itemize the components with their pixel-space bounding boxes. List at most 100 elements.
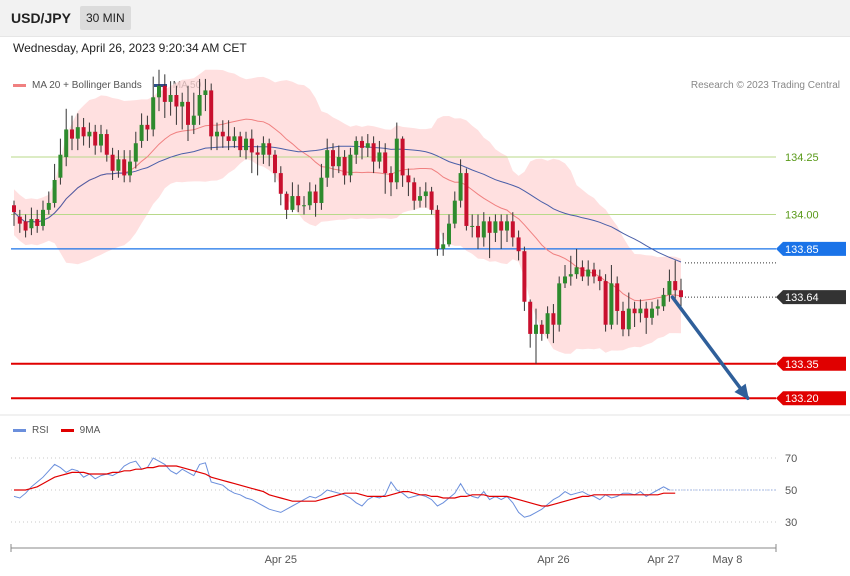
- rsi-tick-label: 50: [785, 485, 797, 497]
- candle-body: [58, 154, 63, 178]
- candle-body: [418, 196, 422, 201]
- rsi-legend-swatch: [13, 429, 26, 432]
- x-tick-label: Apr 27: [647, 554, 679, 566]
- candle-body: [493, 221, 498, 233]
- candle-body: [342, 157, 347, 176]
- candle-body: [383, 152, 388, 174]
- candle-body: [609, 283, 614, 325]
- candle-body: [46, 202, 51, 210]
- candle-body: [545, 313, 550, 334]
- candle-body: [539, 324, 544, 334]
- candle-body: [394, 138, 399, 183]
- candle-body: [557, 283, 562, 325]
- price-tag-bg: [776, 391, 846, 406]
- candle-body: [481, 221, 486, 238]
- candle-body: [406, 175, 411, 183]
- candle-body: [331, 150, 335, 167]
- candle-body: [296, 196, 301, 206]
- candle-body: [574, 267, 579, 275]
- candle-body: [586, 269, 591, 277]
- candle-body: [104, 134, 109, 155]
- candle-body: [12, 205, 16, 213]
- candle-body: [435, 209, 440, 249]
- candle-body: [505, 221, 509, 231]
- candle-body: [52, 179, 57, 203]
- candle-body: [667, 281, 672, 295]
- rsi-tick-label: 30: [785, 517, 797, 529]
- candle-body: [638, 308, 643, 314]
- candle-body: [679, 290, 683, 298]
- candle-body: [313, 191, 318, 203]
- price-tag-bg: [776, 290, 846, 305]
- ma50-legend-swatch: [153, 84, 167, 87]
- rsi-tick-label: 70: [785, 453, 797, 465]
- candle-body: [650, 308, 654, 318]
- candle-body: [151, 97, 156, 130]
- candle-body: [429, 191, 434, 210]
- timeframe-button[interactable]: 30 MIN: [80, 6, 131, 30]
- candle-body: [673, 281, 678, 291]
- candle-body: [93, 131, 98, 146]
- price-tag-bg: [776, 356, 846, 371]
- price-tag-bg: [776, 241, 846, 256]
- candle-body: [568, 274, 573, 277]
- candle-body: [458, 173, 463, 201]
- candle-body: [644, 308, 649, 318]
- rsi-legend: RSI 9MA: [13, 425, 100, 436]
- candle-body: [220, 131, 225, 137]
- candle-body: [534, 324, 538, 334]
- candle-body: [284, 193, 289, 210]
- candle-body: [377, 152, 382, 162]
- candle-body: [232, 136, 237, 141]
- candle-body: [157, 85, 161, 98]
- candle-body: [244, 138, 248, 151]
- candle-body: [447, 223, 451, 245]
- candle-body: [354, 140, 359, 155]
- candle-body: [41, 209, 45, 226]
- candle-body: [64, 129, 69, 158]
- candle-body: [655, 306, 660, 309]
- candle-body: [464, 173, 469, 226]
- candle-body: [470, 225, 475, 227]
- candle-body: [551, 313, 556, 325]
- candle-body: [348, 154, 353, 176]
- candle-body: [661, 294, 666, 307]
- candle-body: [615, 283, 620, 311]
- candle-body: [603, 281, 608, 325]
- candle-body: [215, 131, 219, 137]
- candle-body: [226, 136, 231, 141]
- candle-body: [487, 221, 492, 233]
- candle-body: [128, 161, 132, 176]
- candle-body: [139, 124, 144, 141]
- price-level-label: 133.85: [785, 244, 819, 256]
- credit-text: Research © 2023 Trading Central: [690, 80, 840, 91]
- bollinger-band: [14, 69, 681, 354]
- candle-body: [110, 154, 115, 171]
- candle-body: [122, 159, 127, 176]
- candle-body: [23, 221, 28, 231]
- candle-body: [209, 90, 214, 137]
- candle-body: [162, 85, 167, 102]
- candle-body: [249, 138, 254, 153]
- candle-body: [626, 308, 631, 330]
- candle-body: [389, 173, 393, 183]
- candle-body: [452, 200, 457, 224]
- candle-body: [476, 225, 480, 238]
- ma20-legend-label: MA 20 + Bollinger Bands: [32, 80, 142, 91]
- candle-body: [371, 143, 376, 162]
- candle-body: [238, 136, 243, 151]
- candle-body: [278, 173, 283, 194]
- candle-body: [261, 143, 266, 155]
- candle-body: [319, 177, 324, 203]
- candle-body: [563, 276, 567, 284]
- candle-body: [510, 221, 515, 238]
- candle-body: [174, 95, 179, 107]
- rsi-ma-line: [14, 465, 676, 507]
- candle-body: [632, 308, 637, 314]
- candle-body: [412, 182, 417, 201]
- candle-body: [145, 124, 150, 130]
- candle-body: [302, 205, 306, 207]
- candle-body: [35, 219, 40, 226]
- x-tick-label: May 8: [712, 554, 742, 566]
